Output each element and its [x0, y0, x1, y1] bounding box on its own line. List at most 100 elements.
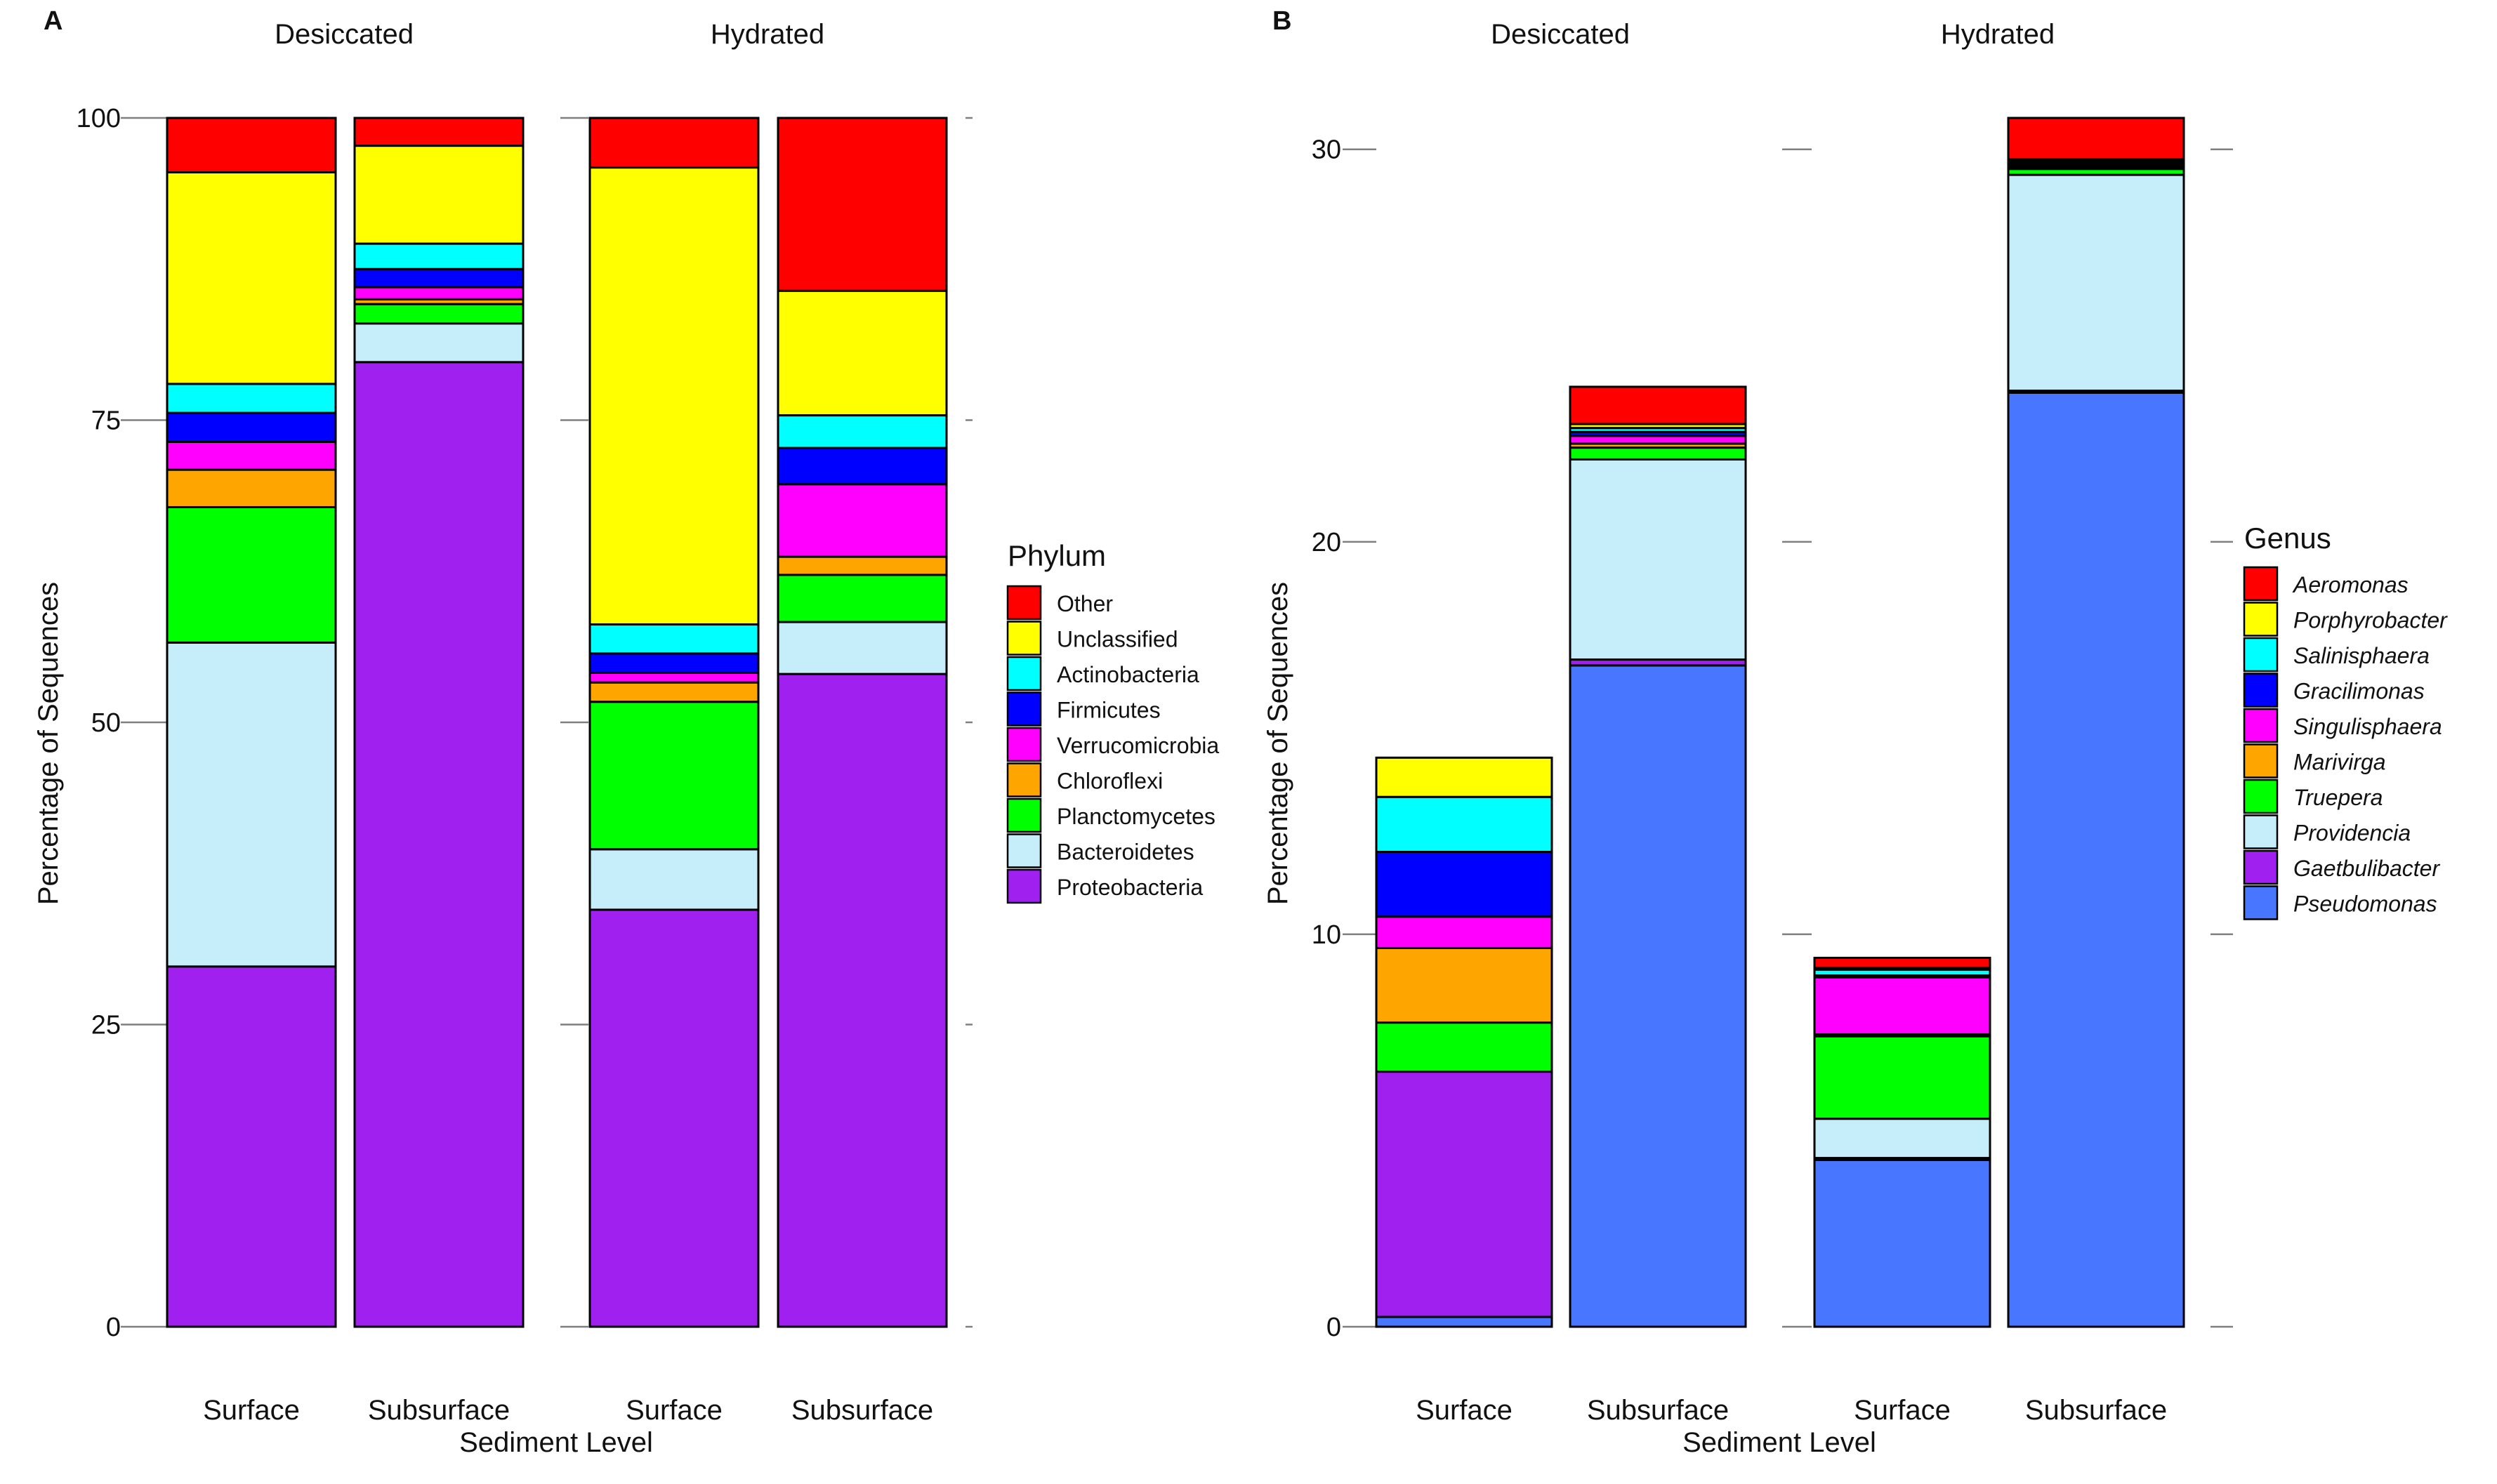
- panel-a-bar-segment-other: [588, 117, 760, 169]
- panel-a-bar-segment-firmicutes: [353, 267, 525, 289]
- panel-b-bar-segment-providencia: [1813, 1118, 1991, 1160]
- panel-a-bar-segment-actinobacteria: [588, 623, 760, 655]
- panel-a-legend-label: Chloroflexi: [1057, 769, 1163, 794]
- panel-a-bar-segment-bacteroidetes: [166, 641, 337, 968]
- panel-a-bar-segment-actinobacteria: [166, 383, 337, 414]
- panel-b-bar-segment-providencia: [2007, 173, 2185, 392]
- panel-a-bar-segment-bacteroidetes: [588, 848, 760, 911]
- panel-a-bar-segment-verrucomicrobia: [588, 671, 760, 684]
- panel-b-y-tick-label: 30: [1312, 135, 1341, 165]
- panel-a-legend-swatch: [1006, 727, 1042, 762]
- panel-a-bar-segment-planctomycetes: [588, 701, 760, 851]
- panel-b-bar-segment-aeromonas: [1569, 385, 1747, 425]
- panel-a-y-tick-label: 0: [106, 1313, 121, 1342]
- panel-a-y-axis-title: Percentage of Sequences: [33, 582, 64, 905]
- panel-b-bar-segment-truepera: [1813, 1035, 1991, 1120]
- panel-b-x-axis-title: Sediment Level: [1682, 1427, 1876, 1458]
- panel-a-legend-swatch: [1006, 691, 1042, 727]
- panel-a-legend-title: Phylum: [1008, 539, 1106, 572]
- panel-a-legend-label: Unclassified: [1057, 627, 1178, 652]
- panel-a-legend-swatch: [1006, 585, 1042, 621]
- panel-b-bar-segment-pseudomonas: [2007, 391, 2185, 1328]
- panel-b-legend-swatch: [2243, 814, 2279, 849]
- panel-a-x-tick-label: Subsurface: [368, 1395, 510, 1426]
- panel-a-x-axis-title: Sediment Level: [459, 1427, 653, 1458]
- panel-b-bar-segment-singulisphaera: [1569, 435, 1747, 445]
- panel-a-bar-segment-other: [353, 117, 525, 147]
- panel-a-bar-segment-verrucomicrobia: [353, 286, 525, 300]
- panel-a-bar-segment-unclassified: [777, 289, 948, 417]
- panel-a-bar-segment-actinobacteria: [777, 414, 948, 449]
- panel-a-bar-segment-verrucomicrobia: [166, 440, 337, 471]
- panel-b-legend-label: Marivirga: [2293, 750, 2386, 775]
- panel-b-legend-label: Aeromonas: [2292, 572, 2409, 597]
- panel-b-bar-segment-singulisphaera: [1375, 915, 1553, 949]
- panel-a-legend-swatch: [1006, 868, 1042, 904]
- panel-a-letter: A: [44, 6, 62, 36]
- panel-a-bar-segment-unclassified: [588, 166, 760, 626]
- panel-b-legend-swatch: [2243, 849, 2279, 885]
- panel-b-legend-swatch: [2243, 743, 2279, 779]
- panel-b-legend-label: Gracilimonas: [2293, 679, 2425, 704]
- panel-b-legend-swatch: [2243, 779, 2279, 814]
- panel-a-legend-label: Other: [1057, 591, 1113, 616]
- panel-a-bar-segment-firmicutes: [777, 446, 948, 486]
- panel-b-legend-swatch: [2243, 885, 2279, 920]
- panel-a-bar-segment-unclassified: [166, 171, 337, 385]
- panel-a-y-tick-label: 75: [91, 406, 121, 436]
- panel-b-bar-segment-porphyrobacter: [1375, 756, 1553, 798]
- panel-b-y-tick-label: 20: [1312, 528, 1341, 557]
- panel-b-bar-segment-marivirga: [1375, 946, 1553, 1024]
- panel-a-legend-label: Planctomycetes: [1057, 804, 1215, 829]
- panel-a-legend-label: Bacteroidetes: [1057, 840, 1194, 865]
- panel-b-legend-label: Truepera: [2293, 785, 2383, 810]
- panel-b-x-tick-label: Subsurface: [1587, 1395, 1729, 1426]
- panel-b-legend-swatch: [2243, 566, 2279, 602]
- panel-a-legend-label: Verrucomicrobia: [1057, 733, 1219, 758]
- panel-a-legend-swatch: [1006, 762, 1042, 797]
- panel-a-legend-swatch: [1006, 656, 1042, 691]
- panel-a-bar-segment-proteobacteria: [588, 908, 760, 1328]
- panel-a-legend-swatch: [1006, 797, 1042, 833]
- panel-b-y-tick-label: 10: [1312, 920, 1341, 950]
- panel-a-bar-segment-bacteroidetes: [777, 621, 948, 675]
- panel-b-bar-segment-pseudomonas: [1569, 664, 1747, 1328]
- panel-b-bar-segment-gracilimonas: [1375, 851, 1553, 918]
- panel-b-legend-swatch: [2243, 673, 2279, 708]
- panel-b-x-tick-label: Surface: [1416, 1395, 1513, 1426]
- panel-b-legend-swatch: [2243, 602, 2279, 637]
- panel-a-legend-label: Firmicutes: [1057, 698, 1161, 723]
- panel-a-bar-segment-chloroflexi: [588, 681, 760, 703]
- panel-b-bar-segment-pseudomonas: [1813, 1158, 1991, 1328]
- panel-b-legend-label: Gaetbulibacter: [2293, 856, 2440, 881]
- panel-a-y-tick-label: 25: [91, 1011, 121, 1040]
- panel-a-legend-swatch: [1006, 833, 1042, 868]
- panel-b-x-tick-label: Subsurface: [2025, 1395, 2167, 1426]
- panel-b-y-tick-label: 0: [1326, 1313, 1341, 1342]
- panel-b-bar-segment-pseudomonas: [1375, 1316, 1553, 1328]
- panel-b-x-tick-label: Surface: [1854, 1395, 1951, 1426]
- panel-b-legend-label: Porphyrobacter: [2293, 608, 2448, 633]
- panel-a-bar-segment-proteobacteria: [353, 361, 525, 1328]
- panel-b-y-axis-title: Percentage of Sequences: [1263, 582, 1293, 905]
- panel-a-bar-segment-planctomycetes: [166, 505, 337, 644]
- panel-b-bar-segment-gaetbulibacter: [1375, 1071, 1553, 1318]
- panel-b-legend-label: Pseudomonas: [2293, 892, 2437, 917]
- panel-a-bar-segment-planctomycetes: [777, 574, 948, 623]
- panel-a-bar-segment-firmicutes: [166, 411, 337, 443]
- panel-b-legend-label: Salinisphaera: [2293, 643, 2430, 668]
- panel-a-facet-title: Hydrated: [711, 19, 824, 50]
- panel-a-bar-segment-planctomycetes: [353, 303, 525, 325]
- panel-b-legend-label: Providencia: [2293, 821, 2411, 846]
- panel-a-bar-segment-actinobacteria: [353, 242, 525, 270]
- panel-a-bar-segment-proteobacteria: [777, 673, 948, 1328]
- panel-b-legend-title: Genus: [2244, 522, 2331, 555]
- panel-a-legend-label: Proteobacteria: [1057, 875, 1203, 900]
- panel-a-x-tick-label: Surface: [626, 1395, 723, 1426]
- panel-b-legend-swatch: [2243, 637, 2279, 673]
- panel-a-bar-segment-bacteroidetes: [353, 322, 525, 364]
- panel-a-x-tick-label: Subsurface: [791, 1395, 933, 1426]
- panel-a-chart: A 0 25 50 75 100 Percentage of Sequences Desic…: [33, 6, 1219, 1458]
- panel-a-y-tick-label: 100: [77, 104, 121, 133]
